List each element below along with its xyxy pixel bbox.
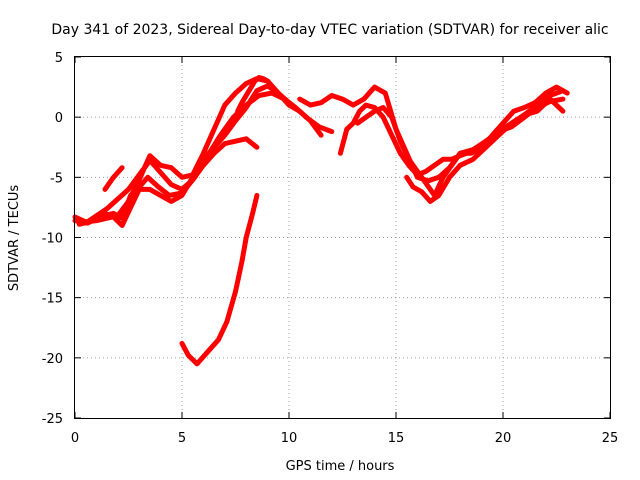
chart-title: Day 341 of 2023, Sidereal Day-to-day VTE… [51,22,608,38]
series-line-s11 [404,96,566,204]
y-tick-label: -25 [42,412,63,427]
x-tick-label: 0 [71,431,79,446]
x-tick-label: 25 [602,431,619,446]
x-tick-label: 5 [178,431,186,446]
x-tick-label: 15 [388,431,405,446]
y-tick-label: 0 [55,111,63,126]
x-tick-label: 20 [495,431,512,446]
series-line-s2 [72,136,260,226]
tick-layer: 0 5 10 15 20 25 5 0 -5 -10 -15 -20 -25 [42,51,619,446]
y-tick-label: -20 [42,352,63,367]
y-axis-label: SDTVAR / TECUs [7,185,22,292]
y-tick-label: 5 [55,51,63,66]
y-tick-label: -5 [50,171,63,186]
x-axis-label: GPS time / hours [286,459,395,474]
series-line-s7 [179,192,260,367]
x-tick-label: 10 [281,431,298,446]
series-line-s5 [102,165,125,192]
series-line-s4 [76,83,292,228]
series-line-s6 [235,75,271,114]
grid-layer [75,57,610,418]
y-tick-label: -15 [42,292,63,307]
plot-frame [74,56,611,419]
series-layer [72,75,570,367]
y-tick-label: -10 [42,232,63,247]
series-line-s8 [297,84,570,184]
